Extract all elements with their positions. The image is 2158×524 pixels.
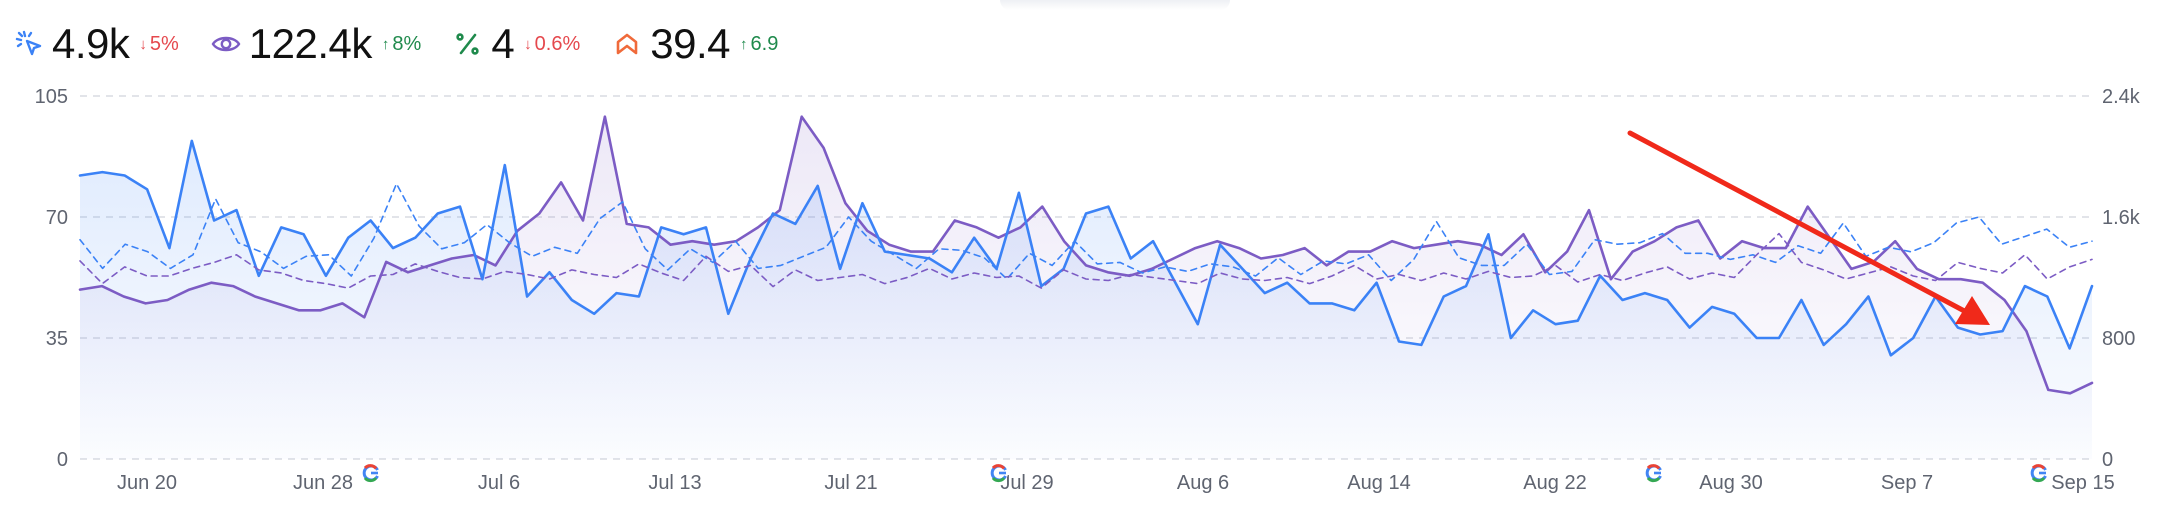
x-tick: Jul 6 [478,472,520,494]
clicks-delta: ↓ 5% [139,33,178,56]
impressions-delta: ↑ 8% [382,33,421,56]
metric-clicks[interactable]: 4.9k ↓ 5% [10,20,179,68]
area-fills [80,116,2092,459]
arrow-up-icon: ↑ [381,35,390,53]
x-tick: Aug 22 [1523,472,1586,494]
x-tick: Jun 28 [293,472,353,494]
x-tick: Jun 20 [117,472,177,494]
metric-impressions[interactable]: 122.4k ↑ 8% [207,20,421,68]
y-right-tick: 800 [2102,328,2135,350]
y-left-tick: 70 [46,207,68,229]
series-line[interactable] [78,139,2094,357]
position-delta: ↑ 6.9 [740,33,778,56]
y-left-tick: 0 [57,449,68,471]
x-tick: Jul 13 [648,472,701,494]
position-value: 39.4 [650,20,731,67]
series-line[interactable] [78,115,2094,395]
trend-arrow-line [1627,130,1973,317]
google-icon[interactable] [2030,464,2048,483]
impressions-eye-icon [207,25,245,63]
clicks-icon [10,25,48,63]
metric-ctr[interactable]: 4 ↓ 0.6% [449,20,580,68]
series-area [80,140,2092,459]
metric-position[interactable]: 39.4 ↑ 6.9 [608,20,778,68]
arrow-down-icon: ↓ [524,35,532,53]
ctr-percent-icon [449,25,487,63]
x-axis: Jun 20 Jun 28 Jul 6 Jul 13 Jul 21 Jul 29 Aug 6… [117,472,2115,494]
x-tick: Aug 14 [1347,472,1410,494]
y-axis-right: 0 800 1.6k 2.4k [2102,86,2141,471]
x-tick: Aug 6 [1177,472,1229,494]
trend-arrow-head [1955,296,1990,325]
google-icon[interactable] [990,464,1008,483]
top-drag-handle [1000,0,1230,10]
google-update-markers [362,464,2048,483]
position-chevron-icon [608,25,646,63]
y-left-tick: 105 [35,86,68,108]
ctr-value: 4 [491,20,515,67]
y-left-tick: 35 [46,328,68,350]
ctr-delta: ↓ 0.6% [524,33,580,56]
series-lines [78,115,2094,395]
google-icon[interactable] [362,464,380,483]
x-tick: Jul 29 [1000,472,1053,494]
x-tick: Jul 21 [824,472,877,494]
x-tick: Aug 30 [1699,472,1762,494]
y-right-tick: 1.6k [2102,207,2141,229]
y-right-tick: 0 [2102,449,2113,471]
x-tick: Sep 7 [1881,472,1933,494]
series-line-dashed[interactable] [79,232,2093,289]
clicks-delta-value: 5% [149,32,179,55]
metrics-bar: 4.9k ↓ 5% 122.4k ↑ 8% 4 ↓ 0.6% 39.4 [10,16,806,72]
impressions-value: 122.4k [248,20,373,67]
y-right-tick: 2.4k [2102,86,2141,108]
trend-arrow-annotation [1627,130,1990,325]
y-axis-left: 0 35 70 105 [35,86,68,471]
google-icon[interactable] [1645,464,1663,483]
position-delta-value: 6.9 [750,32,779,55]
ctr-delta-value: 0.6% [534,32,581,55]
impressions-delta-value: 8% [392,32,422,55]
clicks-value: 4.9k [52,20,130,67]
series-line-dashed[interactable] [79,182,2093,282]
arrow-down-icon: ↓ [139,35,147,53]
arrow-up-icon: ↑ [740,35,748,53]
x-tick: Sep 15 [2051,472,2114,494]
